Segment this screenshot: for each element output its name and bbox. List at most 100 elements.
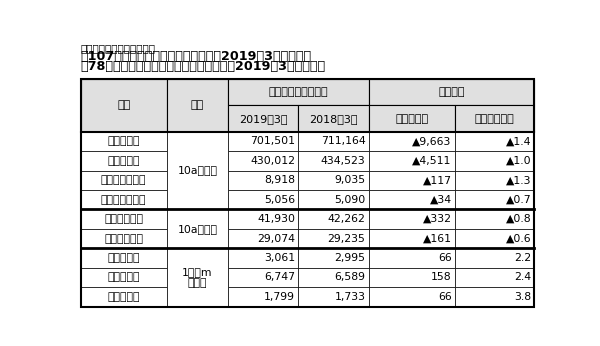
Bar (228, 171, 298, 190)
Bar (228, 190, 298, 209)
Bar (369, 190, 455, 209)
Bar (455, 171, 535, 190)
Bar (80, 209, 167, 229)
Bar (455, 190, 535, 209)
Text: 区分: 区分 (117, 100, 130, 110)
Bar (298, 131, 369, 151)
Text: 畑　価　格: 畑 価 格 (107, 156, 140, 166)
Bar (298, 171, 369, 190)
Bar (228, 209, 298, 229)
Bar (228, 268, 298, 287)
Text: 434,523: 434,523 (321, 156, 365, 166)
Text: 2018年3月: 2018年3月 (310, 113, 358, 124)
Text: 158: 158 (431, 272, 452, 282)
Text: 5,090: 5,090 (334, 195, 365, 205)
Text: 変動率（％）: 変動率（％） (475, 113, 515, 124)
Text: 66: 66 (438, 292, 452, 302)
Bar (80, 229, 167, 248)
Text: 6,589: 6,589 (335, 272, 365, 282)
Bar (80, 248, 167, 268)
Text: 711,164: 711,164 (321, 136, 365, 146)
Text: 29,074: 29,074 (257, 234, 295, 244)
Bar (455, 151, 535, 171)
Bar (298, 209, 369, 229)
Text: 杉　価　格: 杉 価 格 (107, 253, 140, 263)
Bar (369, 287, 455, 307)
Text: 29,235: 29,235 (328, 234, 365, 244)
Bar (455, 268, 535, 287)
Text: ▲332: ▲332 (423, 214, 452, 224)
Text: ▲9,663: ▲9,663 (412, 136, 452, 146)
Bar (228, 79, 369, 106)
Text: 前年比較: 前年比較 (439, 88, 465, 98)
Text: （一財）日本不動産研究所: （一財）日本不動産研究所 (80, 43, 155, 53)
Text: 6,747: 6,747 (264, 272, 295, 282)
Bar (80, 268, 167, 287)
Text: 用材林地価格: 用材林地価格 (104, 214, 143, 224)
Text: ▲1.0: ▲1.0 (506, 156, 531, 166)
Bar (455, 229, 535, 248)
Bar (80, 287, 167, 307)
Bar (369, 229, 455, 248)
Text: 8,918: 8,918 (264, 175, 295, 185)
Text: ▲0.8: ▲0.8 (506, 214, 531, 224)
Text: 66: 66 (438, 253, 452, 263)
Text: 3,061: 3,061 (264, 253, 295, 263)
Bar (80, 151, 167, 171)
Text: 田　価　格: 田 価 格 (107, 136, 140, 146)
Text: 1立方m
当たり: 1立方m 当たり (182, 267, 212, 288)
Text: 2,995: 2,995 (335, 253, 365, 263)
Bar (455, 248, 535, 268)
Bar (298, 287, 369, 307)
Text: ▲1.3: ▲1.3 (506, 175, 531, 185)
Bar (298, 190, 369, 209)
Text: 5,056: 5,056 (264, 195, 295, 205)
Text: 1,733: 1,733 (335, 292, 365, 302)
Text: 2019年3月: 2019年3月 (239, 113, 287, 124)
Text: 42,262: 42,262 (328, 214, 365, 224)
Text: ▲1.4: ▲1.4 (506, 136, 531, 146)
Text: 普通品等価格（円）: 普通品等価格（円） (269, 88, 328, 98)
Text: ▲0.7: ▲0.7 (506, 195, 531, 205)
Text: 701,501: 701,501 (250, 136, 295, 146)
Text: 第107回「田畑価格及び賃借料調」（2019年3月末現在）: 第107回「田畑価格及び賃借料調」（2019年3月末現在） (80, 50, 312, 63)
Bar (228, 287, 298, 307)
Bar (80, 171, 167, 190)
Bar (298, 248, 369, 268)
Bar (228, 151, 298, 171)
Bar (455, 209, 535, 229)
Text: 10a当たり: 10a当たり (178, 165, 217, 175)
Text: 2.2: 2.2 (514, 253, 531, 263)
Bar (298, 268, 369, 287)
Bar (228, 248, 298, 268)
Bar (228, 106, 298, 131)
Text: 3.8: 3.8 (514, 292, 531, 302)
Bar (369, 106, 455, 131)
Text: 9,035: 9,035 (334, 175, 365, 185)
Text: 430,012: 430,012 (250, 156, 295, 166)
Text: ▲34: ▲34 (430, 195, 452, 205)
Text: 1,799: 1,799 (264, 292, 295, 302)
Text: 畑　賃　借　料: 畑 賃 借 料 (101, 195, 146, 205)
Text: 41,930: 41,930 (257, 214, 295, 224)
Bar (369, 151, 455, 171)
Bar (298, 106, 369, 131)
Text: ▲117: ▲117 (423, 175, 452, 185)
Bar (298, 151, 369, 171)
Bar (298, 229, 369, 248)
Bar (80, 131, 167, 151)
Bar (369, 171, 455, 190)
Text: 単位: 単位 (191, 100, 204, 110)
Bar (228, 229, 298, 248)
Bar (455, 287, 535, 307)
Bar (80, 190, 167, 209)
Text: ▲0.6: ▲0.6 (506, 234, 531, 244)
Text: 薪炭林地価格: 薪炭林地価格 (104, 234, 143, 244)
Text: ▲161: ▲161 (423, 234, 452, 244)
Bar (369, 209, 455, 229)
Text: 2.4: 2.4 (514, 272, 531, 282)
Text: 松　価　格: 松 価 格 (107, 292, 140, 302)
Text: 檜　価　格: 檜 価 格 (107, 272, 140, 282)
Bar (455, 106, 535, 131)
Bar (369, 248, 455, 268)
